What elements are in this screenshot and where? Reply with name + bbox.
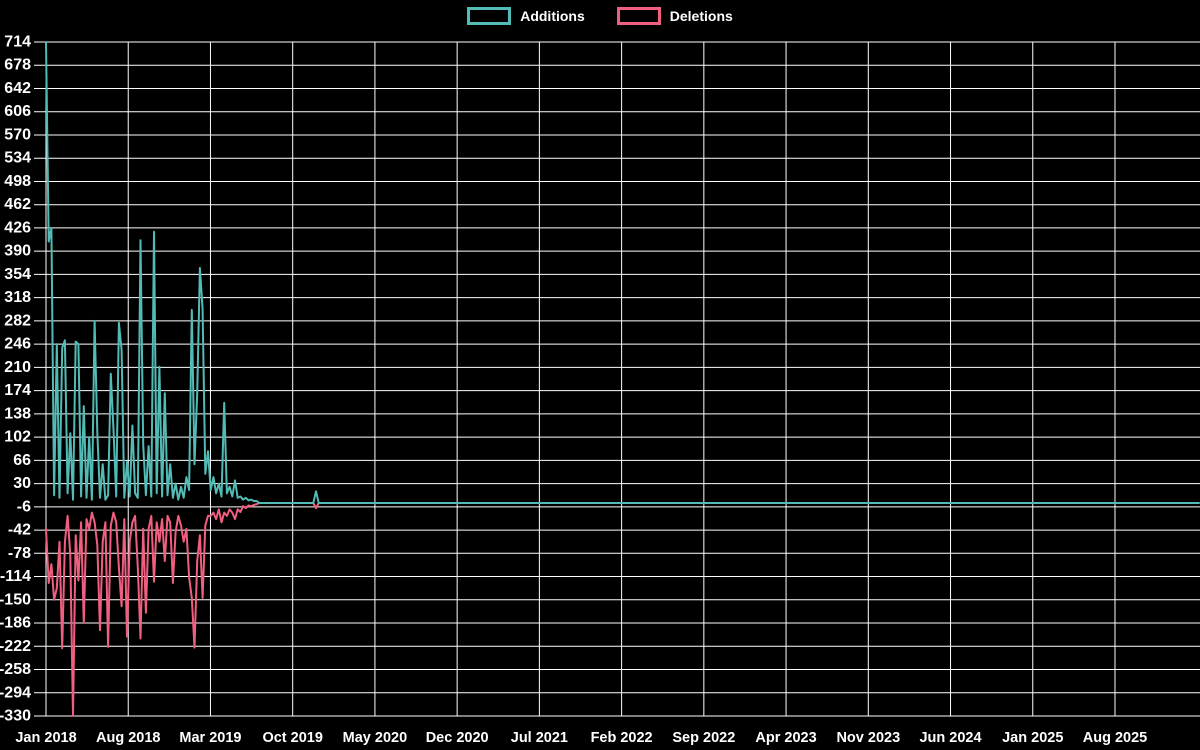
y-axis-label: 570 bbox=[4, 126, 31, 143]
y-axis-label: 498 bbox=[4, 173, 31, 190]
x-axis-label: Sep 2022 bbox=[672, 730, 735, 746]
y-axis-label: -294 bbox=[0, 684, 31, 701]
y-axis-label: 66 bbox=[13, 452, 31, 469]
y-axis-label: 102 bbox=[4, 429, 31, 446]
y-axis-label: 534 bbox=[4, 150, 31, 167]
legend-item-deletions[interactable]: Deletions bbox=[616, 7, 733, 25]
y-axis-label: 678 bbox=[4, 57, 31, 74]
x-axis-label: Jul 2021 bbox=[511, 730, 568, 746]
y-axis-label: 246 bbox=[4, 336, 31, 353]
legend-label-deletions: Deletions bbox=[669, 8, 733, 24]
x-axis-label: Nov 2023 bbox=[836, 730, 900, 746]
y-axis-label: -114 bbox=[0, 568, 31, 585]
y-axis-label: 354 bbox=[4, 266, 31, 283]
y-axis-label: 390 bbox=[4, 243, 31, 260]
additions-swatch-icon bbox=[467, 7, 512, 25]
y-axis-label: 462 bbox=[4, 196, 31, 213]
y-axis-label: 174 bbox=[4, 382, 31, 399]
additions-line bbox=[45, 41, 1200, 504]
x-axis-label: Jan 2018 bbox=[15, 730, 76, 746]
y-axis-label: 318 bbox=[4, 289, 31, 306]
y-axis-label: -42 bbox=[8, 522, 31, 539]
y-axis-label: -222 bbox=[0, 638, 31, 655]
deletions-line bbox=[45, 502, 1200, 717]
x-axis-label: Aug 2018 bbox=[96, 730, 160, 746]
y-axis-label: -330 bbox=[0, 708, 31, 725]
x-axis-label: Feb 2022 bbox=[591, 730, 653, 746]
y-axis-label: 210 bbox=[4, 359, 31, 376]
x-axis-label: Jan 2025 bbox=[1002, 730, 1063, 746]
y-axis-label: 714 bbox=[4, 34, 31, 51]
x-axis-label: Dec 2020 bbox=[426, 730, 489, 746]
chart-legend: Additions Deletions bbox=[0, 7, 1200, 25]
y-axis-label: -186 bbox=[0, 615, 31, 632]
x-axis-label: Jun 2024 bbox=[919, 730, 981, 746]
y-axis-label: 30 bbox=[13, 475, 31, 492]
deletions-swatch-icon bbox=[616, 7, 661, 25]
y-axis-label: -6 bbox=[17, 498, 31, 515]
x-axis-label: Aug 2025 bbox=[1083, 730, 1147, 746]
x-axis-label: May 2020 bbox=[343, 730, 408, 746]
x-axis-label: Mar 2019 bbox=[179, 730, 241, 746]
y-axis-label: -150 bbox=[0, 591, 31, 608]
legend-label-additions: Additions bbox=[520, 8, 585, 24]
legend-item-additions[interactable]: Additions bbox=[467, 7, 585, 25]
y-axis-label: 606 bbox=[4, 103, 31, 120]
y-axis-label: 642 bbox=[4, 80, 31, 97]
x-axis-label: Apr 2023 bbox=[755, 730, 816, 746]
y-axis-label: 138 bbox=[4, 405, 31, 422]
y-axis-label: -78 bbox=[8, 545, 31, 562]
y-axis-label: 282 bbox=[4, 312, 31, 329]
y-axis-label: 426 bbox=[4, 219, 31, 236]
x-axis-label: Oct 2019 bbox=[262, 730, 322, 746]
y-axis-label: -258 bbox=[0, 661, 31, 678]
